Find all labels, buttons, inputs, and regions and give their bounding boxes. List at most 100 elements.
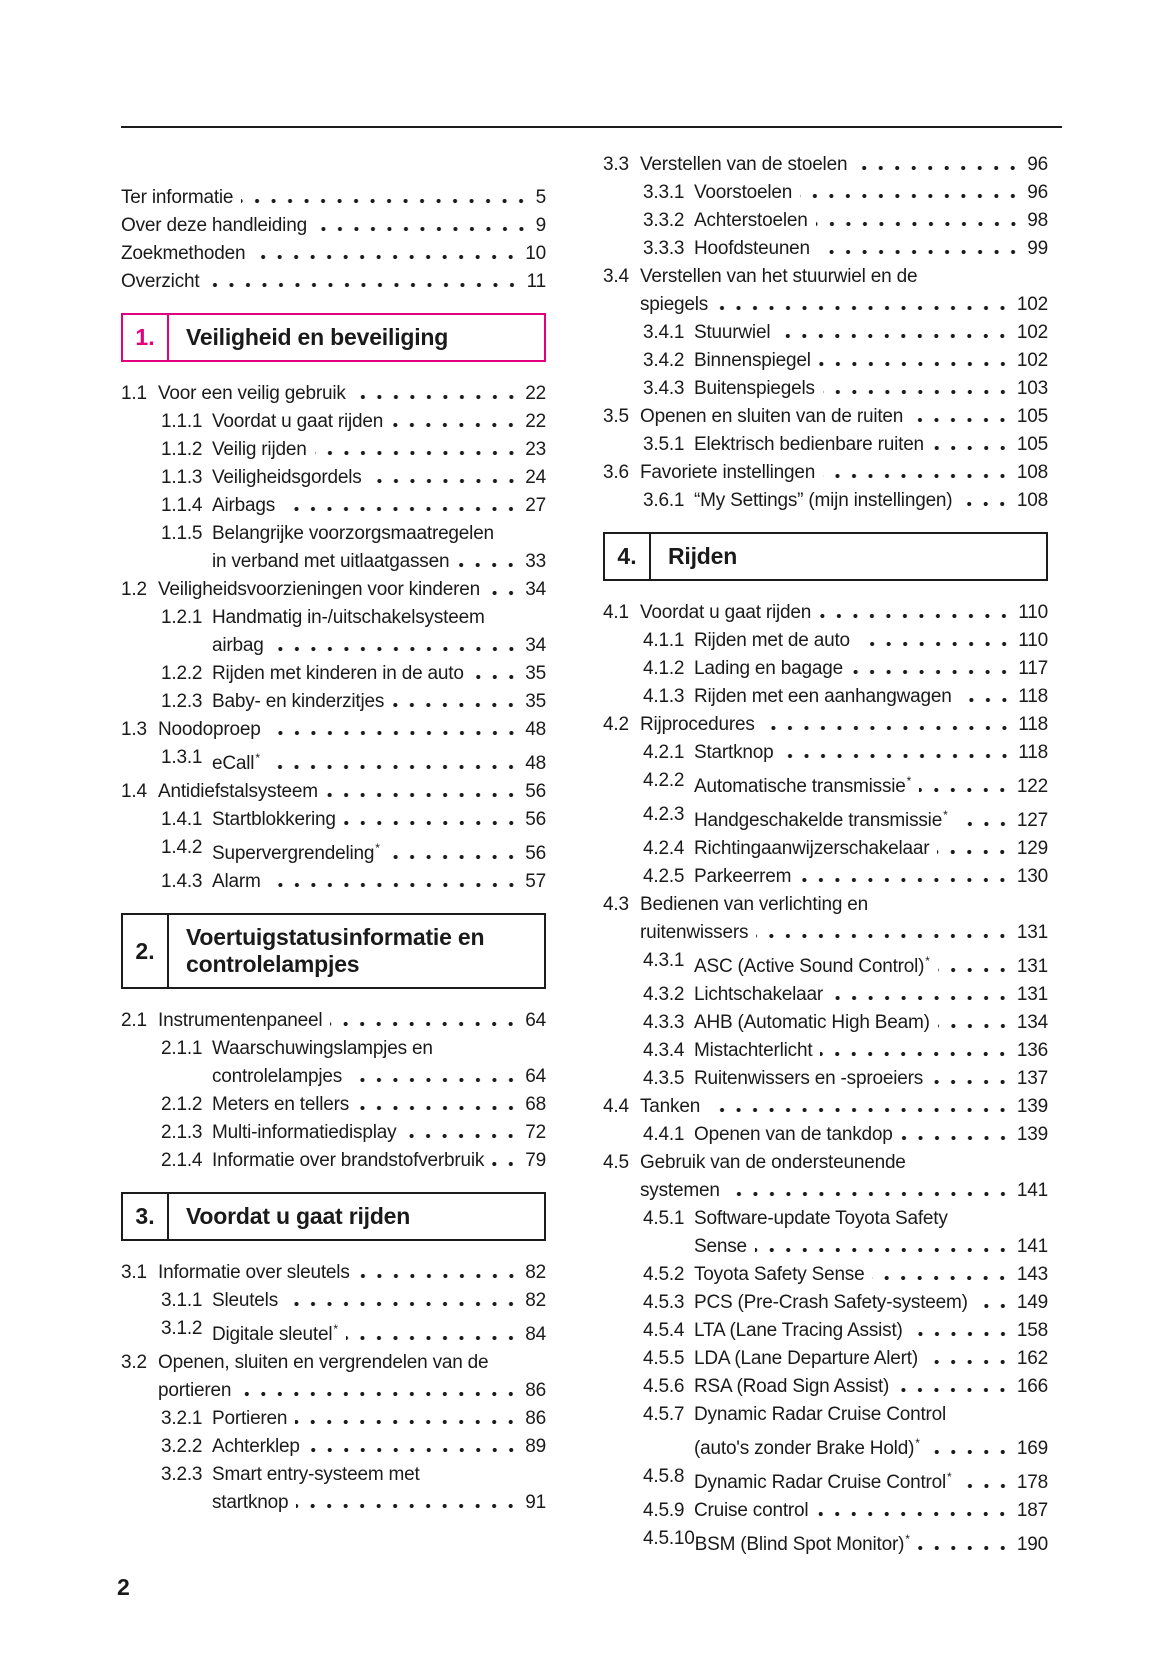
dot-leader xyxy=(457,563,520,567)
toc-entry-line: Voordat u gaat rijden 110 xyxy=(640,599,1048,627)
toc-entry: 4.2.2 Automatische transmissie* 122 xyxy=(603,767,1048,801)
toc-entry-line: Baby- en kinderzitjes 35 xyxy=(212,688,546,716)
toc-entry-number: 3.5.1 xyxy=(643,434,685,455)
toc-entry-number: 4.5 xyxy=(603,1152,629,1173)
toc-entry-title: Richtingaanwijzerschakelaar xyxy=(694,838,930,859)
toc-entry-title: Toyota Safety Sense xyxy=(694,1264,865,1285)
toc-entry-line: Handgeschakelde transmissie* 127 xyxy=(694,801,1048,835)
toc-entry-number: 2.1 xyxy=(121,1010,147,1031)
toc-entry: 4.1 Voordat u gaat rijden 110 xyxy=(603,599,1048,627)
toc-entry-number: 3.3.1 xyxy=(643,182,685,203)
toc-entry-number: 3.1.1 xyxy=(161,1290,203,1311)
dot-leader xyxy=(937,1024,1011,1028)
toc-entry: 4.1.3 Rijden met een aanhangwagen 118 xyxy=(603,683,1048,711)
toc-entry-title: Belangrijke voorzorgsmaatregelen xyxy=(212,523,494,544)
toc-entry-lines: Multi-informatiedisplay 72 xyxy=(212,1119,546,1147)
toc-entry: 4.3.3 AHB (Automatic High Beam) 134 xyxy=(603,1009,1048,1037)
dot-leader xyxy=(296,1504,520,1508)
toc-entry-title: Zoekmethoden xyxy=(121,243,246,264)
toc-entry-line: Overzicht 11 xyxy=(121,268,546,296)
toc-entry: 1.1.5 Belangrijke voorzorgsmaatregelen in … xyxy=(121,520,546,576)
toc-entry-page: 79 xyxy=(525,1150,546,1171)
toc-entry-lines: Startblokkering 56 xyxy=(212,806,546,834)
toc-entry-page: 34 xyxy=(525,635,546,656)
footnote-asterisk: * xyxy=(925,954,930,968)
toc-entry: 1.1.2 Veilig rijden 23 xyxy=(121,436,546,464)
toc-entry: 1.1.1 Voordat u gaat rijden 22 xyxy=(121,408,546,436)
toc-entry: 4.5.1 Software-update Toyota Safety Sense 1… xyxy=(603,1205,1048,1261)
toc-entry-line: Belangrijke voorzorgsmaatregelen xyxy=(212,520,546,548)
toc-entry-page: 98 xyxy=(1027,210,1048,231)
toc-entry-lines: Richtingaanwijzerschakelaar 129 xyxy=(694,835,1048,863)
dot-leader xyxy=(872,1276,1011,1280)
dot-leader xyxy=(239,1392,520,1396)
toc-entry-page: 118 xyxy=(1018,714,1048,735)
toc-entry-line: Supervergrendeling* 56 xyxy=(212,834,546,868)
toc-entry-number: 1.3.1 xyxy=(161,747,203,768)
toc-entry-page: 22 xyxy=(525,383,546,404)
toc-entry: 1.1 Voor een veilig gebruik 22 xyxy=(121,380,546,408)
dot-leader xyxy=(471,675,520,679)
toc-entry-title: airbag xyxy=(212,635,264,656)
dot-leader xyxy=(286,1302,520,1306)
toc-entry-page: 178 xyxy=(1016,1472,1048,1493)
toc-column-right: 3.3 Verstellen van de stoelen 96 3.3.1 Voors… xyxy=(603,128,1048,1559)
toc-entry-page: 57 xyxy=(525,871,546,892)
toc-entry-number: 4.5.3 xyxy=(643,1292,685,1313)
toc-entry-number: 1.2 xyxy=(121,579,147,600)
toc-entry: 1.3 Noodoproep 48 xyxy=(121,716,546,744)
toc-entry: 1.1.4 Airbags 27 xyxy=(121,492,546,520)
toc-entry-line: Dynamic Radar Cruise Control xyxy=(694,1401,1048,1429)
dot-leader xyxy=(754,1248,1011,1252)
toc-entry-lines: Software-update Toyota Safety Sense 141 xyxy=(694,1205,1048,1261)
toc-entry-page: 169 xyxy=(1016,1438,1048,1459)
dot-leader xyxy=(937,968,1011,972)
toc-entry-line: RSA (Road Sign Assist) 166 xyxy=(694,1373,1048,1401)
toc-entry-line: Mistachterlicht 136 xyxy=(694,1037,1048,1065)
toc-entry: 1.4.1 Startblokkering 56 xyxy=(121,806,546,834)
toc-entry-title: Airbags xyxy=(212,495,276,516)
toc-entry-lines: Voorstoelen 96 xyxy=(694,179,1048,207)
toc-entry: 2.1 Instrumentenpaneel 64 xyxy=(121,1007,546,1035)
toc-entry-line: Over deze handleiding 9 xyxy=(121,212,546,240)
toc-entry-lines: Ter informatie 5 xyxy=(121,184,546,212)
toc-entry-page: 117 xyxy=(1018,658,1048,679)
toc-entry-title: LDA (Lane Departure Alert) xyxy=(694,1348,918,1369)
toc-entry-lines: Dynamic Radar Cruise Control* 178 xyxy=(694,1463,1048,1497)
toc-entry-line: Hoofdsteunen 99 xyxy=(694,235,1048,263)
toc-entry-page: 96 xyxy=(1027,154,1048,175)
dot-leader xyxy=(975,1304,1011,1308)
toc-entry: 3.2 Openen, sluiten en vergrendelen van d… xyxy=(121,1349,546,1405)
toc-entry-line: Achterklep 89 xyxy=(212,1433,546,1461)
toc-entry-lines: Veilig rijden 23 xyxy=(212,436,546,464)
toc-entry-page: 24 xyxy=(525,467,546,488)
dot-leader xyxy=(330,1022,520,1026)
toc-entry-line: ASC (Active Sound Control)* 131 xyxy=(694,947,1048,981)
toc-entry: 4.1.2 Lading en bagage 117 xyxy=(603,655,1048,683)
toc-entry: 3.4.2 Binnenspiegel 102 xyxy=(603,347,1048,375)
dot-leader xyxy=(267,765,520,769)
dot-leader xyxy=(960,502,1011,506)
toc-entry-page: 139 xyxy=(1016,1124,1048,1145)
toc-entry-line: PCS (Pre-Crash Safety-systeem) 149 xyxy=(694,1289,1048,1317)
chapter-heading: 4. Rijden xyxy=(603,532,1048,581)
toc-entry-page: 102 xyxy=(1016,350,1048,371)
dot-leader xyxy=(404,1134,520,1138)
toc-entry-line: Software-update Toyota Safety xyxy=(694,1205,1048,1233)
toc-entry: Over deze handleiding 9 xyxy=(121,212,546,240)
toc-entry-title: Veilig rijden xyxy=(212,439,307,460)
toc-entry-page: 96 xyxy=(1027,182,1048,203)
toc-entry: 3.3 Verstellen van de stoelen 96 xyxy=(603,151,1048,179)
toc-entry-number: 1.1.3 xyxy=(161,467,203,488)
toc-entry-title: Hoofdsteunen xyxy=(694,238,810,259)
toc-entry-title: Dynamic Radar Cruise Control xyxy=(694,1404,947,1425)
toc-entry: 3.5.1 Elektrisch bedienbare ruiten 105 xyxy=(603,431,1048,459)
toc-entry: 3.3.2 Achterstoelen 98 xyxy=(603,207,1048,235)
dot-leader xyxy=(778,334,1011,338)
toc-entry-lines: Lading en bagage 117 xyxy=(694,655,1048,683)
dot-leader xyxy=(927,1450,1011,1454)
dot-leader xyxy=(781,754,1013,758)
toc-entry-number: 3.2 xyxy=(121,1352,147,1373)
toc-entry-lines: Toyota Safety Sense 143 xyxy=(694,1261,1048,1289)
dot-leader xyxy=(816,1512,1011,1516)
